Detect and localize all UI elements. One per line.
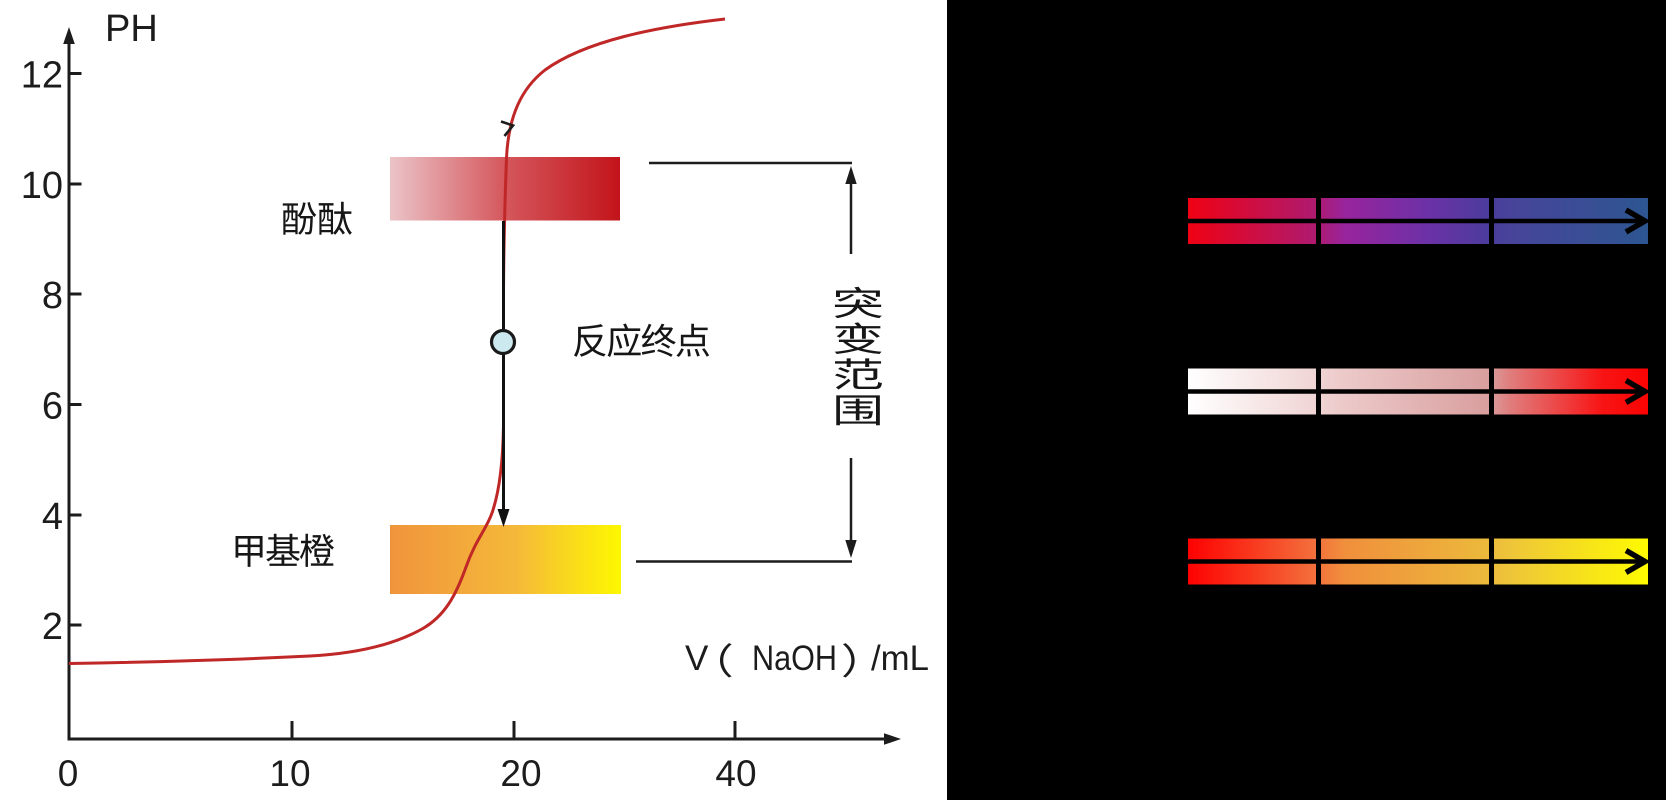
svg-text:12: 12 [21,54,63,96]
svg-text:20: 20 [500,753,541,794]
svg-text:/mL: /mL [871,639,929,678]
svg-text:0: 0 [58,753,79,794]
svg-text:6: 6 [42,385,63,427]
svg-text:V: V [685,639,709,678]
svg-text:10: 10 [269,753,310,794]
svg-text:NaOH: NaOH [752,639,837,678]
svg-text:2: 2 [42,606,63,648]
svg-text:4: 4 [42,496,63,538]
svg-text:40: 40 [715,753,756,794]
svg-text:8: 8 [42,275,63,317]
svg-text:10: 10 [21,165,63,207]
svg-text:PH: PH [105,8,158,50]
